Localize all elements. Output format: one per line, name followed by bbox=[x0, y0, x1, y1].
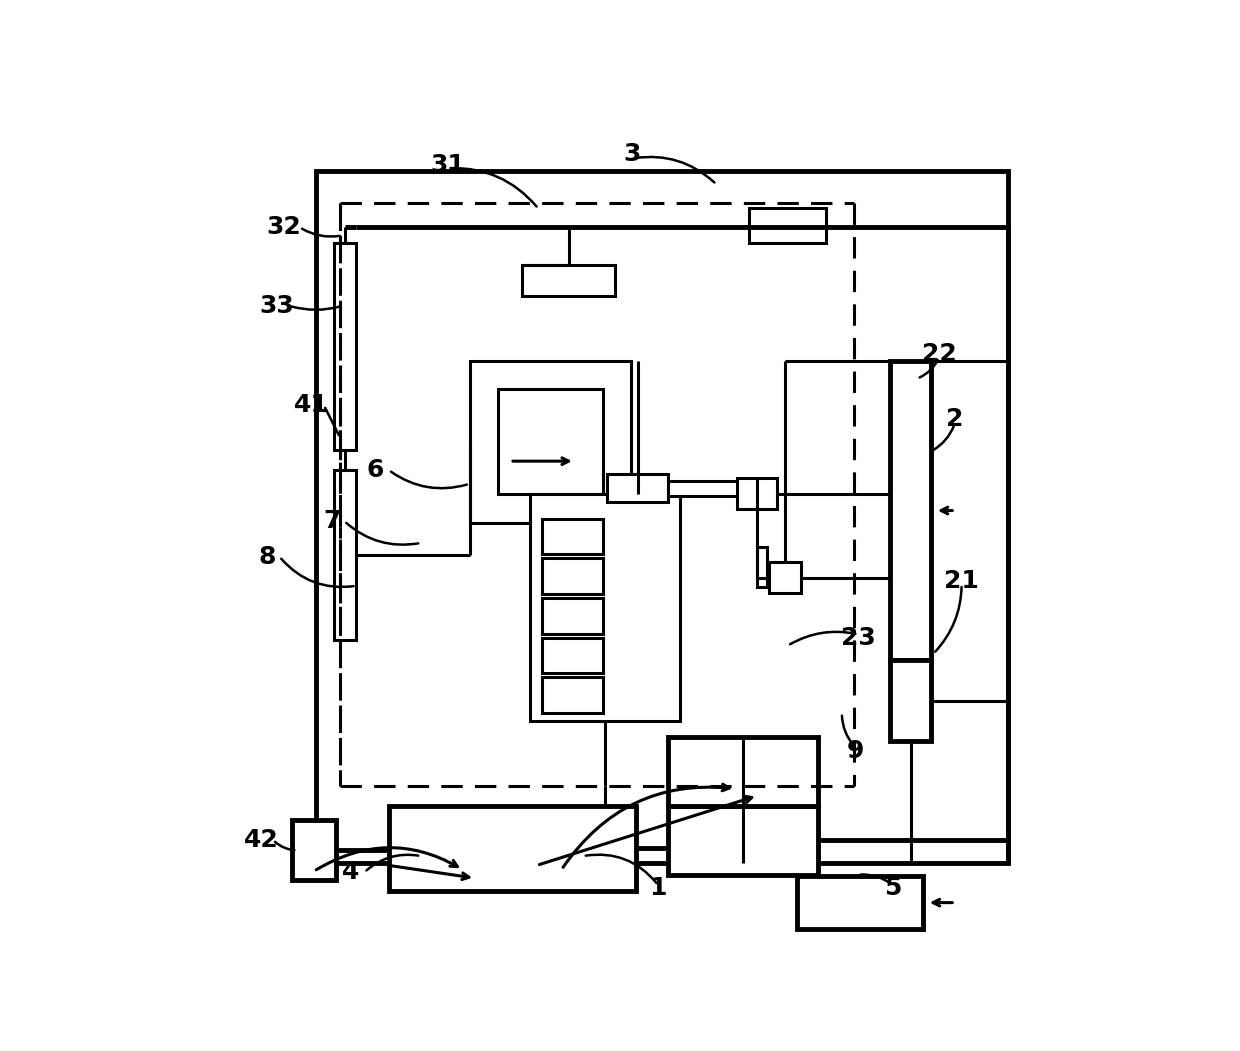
Text: 2: 2 bbox=[946, 407, 963, 431]
Bar bbox=[531, 494, 680, 721]
Bar bbox=[749, 208, 826, 244]
Bar bbox=[335, 244, 356, 450]
Bar bbox=[542, 638, 603, 674]
Text: 41: 41 bbox=[294, 393, 330, 417]
Bar bbox=[668, 806, 817, 874]
Text: 3: 3 bbox=[624, 143, 641, 166]
Bar bbox=[737, 478, 777, 509]
Bar bbox=[797, 877, 923, 929]
Bar bbox=[608, 474, 668, 502]
Text: 8: 8 bbox=[259, 544, 277, 569]
Bar bbox=[890, 360, 931, 660]
Bar bbox=[668, 481, 740, 496]
Text: 23: 23 bbox=[841, 625, 875, 650]
Text: 42: 42 bbox=[244, 828, 279, 852]
Text: 9: 9 bbox=[847, 739, 864, 763]
Text: 4: 4 bbox=[342, 861, 360, 884]
Bar bbox=[522, 265, 615, 296]
Text: 22: 22 bbox=[921, 343, 956, 367]
Bar bbox=[388, 806, 635, 891]
Text: 1: 1 bbox=[650, 877, 667, 901]
Bar bbox=[542, 518, 603, 554]
Text: 32: 32 bbox=[267, 215, 301, 240]
Bar bbox=[470, 360, 631, 522]
Text: 21: 21 bbox=[944, 569, 980, 593]
Text: 33: 33 bbox=[259, 294, 294, 317]
Bar bbox=[291, 820, 336, 881]
Bar bbox=[542, 558, 603, 594]
Bar bbox=[542, 677, 603, 713]
Text: 6: 6 bbox=[366, 458, 383, 482]
Bar bbox=[769, 562, 801, 593]
Text: 7: 7 bbox=[324, 509, 341, 533]
Bar bbox=[316, 170, 1008, 863]
Bar bbox=[498, 389, 603, 494]
Bar bbox=[756, 547, 768, 588]
Bar bbox=[668, 737, 817, 806]
Bar bbox=[542, 598, 603, 634]
Text: 5: 5 bbox=[884, 877, 901, 901]
Bar bbox=[890, 660, 931, 741]
Text: 31: 31 bbox=[430, 153, 465, 177]
Bar bbox=[335, 470, 356, 640]
